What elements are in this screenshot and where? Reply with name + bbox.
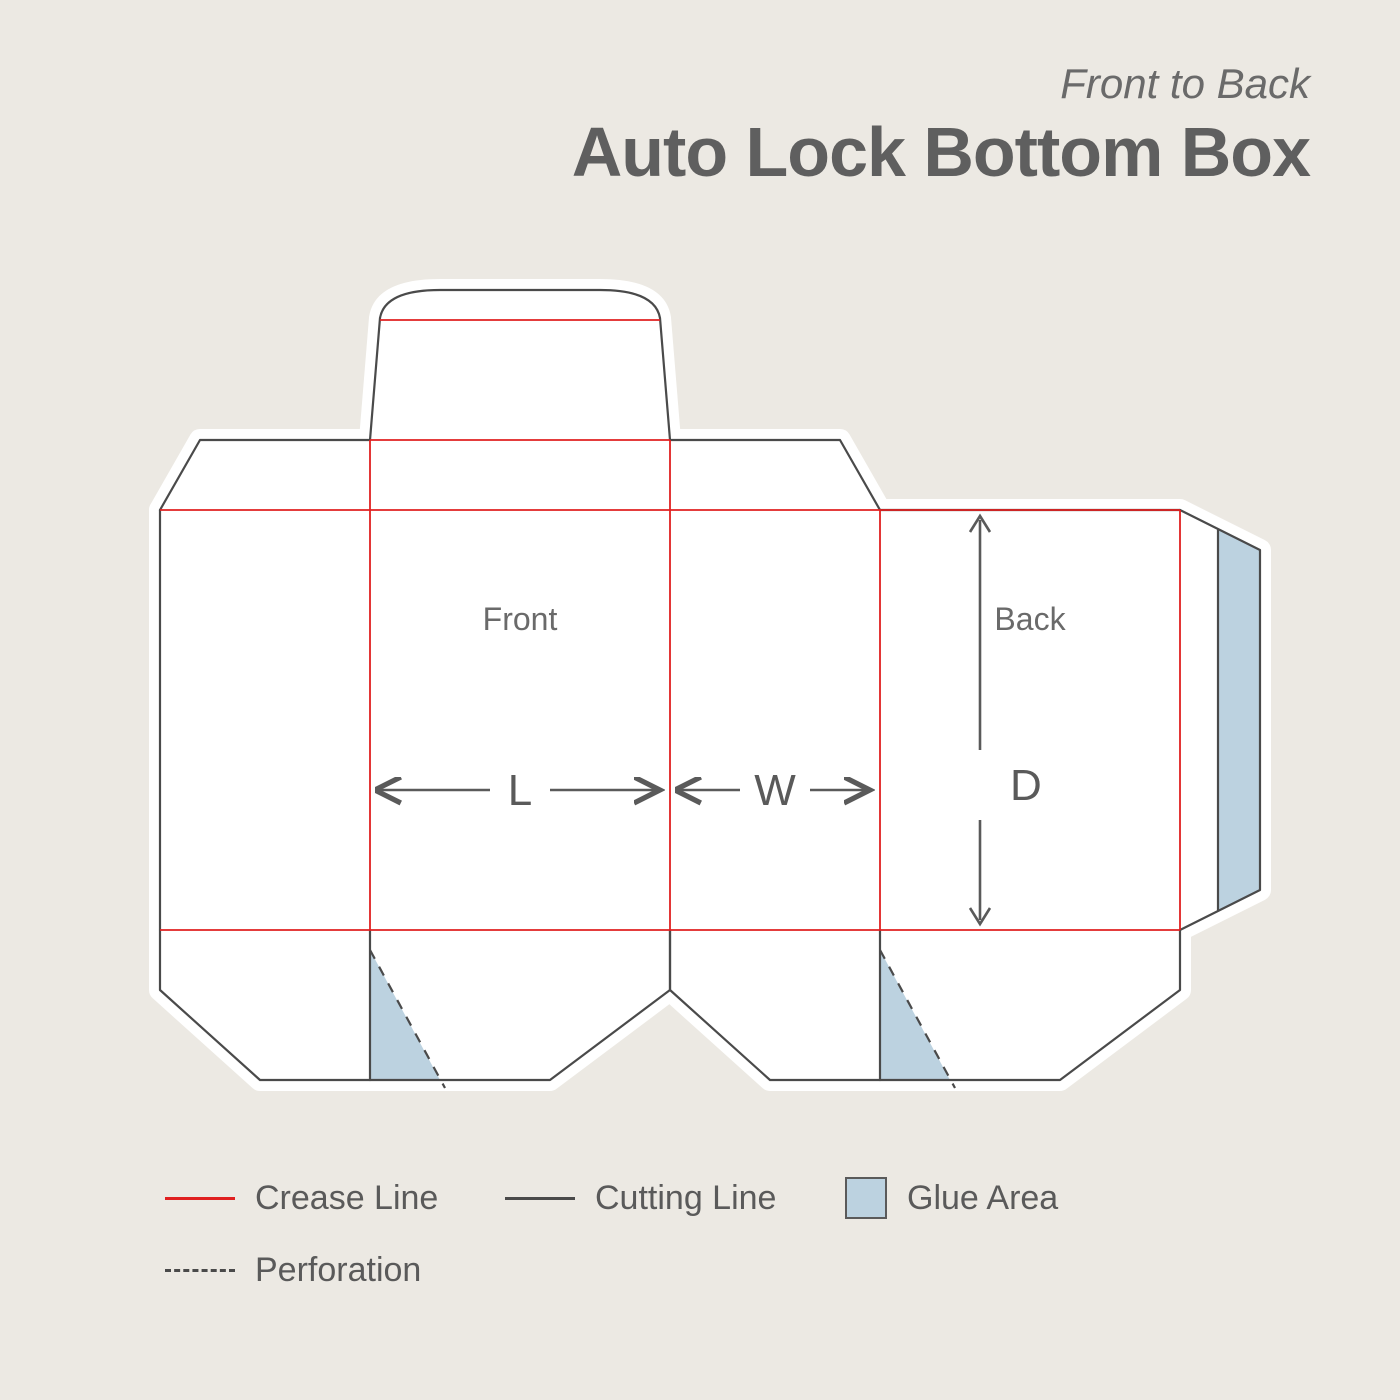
crease-swatch [165, 1197, 235, 1200]
cutting-swatch [505, 1197, 575, 1200]
legend: Crease Line Cutting Line Glue Area Perfo… [165, 1177, 1185, 1290]
legend-crease-label: Crease Line [255, 1179, 438, 1218]
front-panel-label: Front [483, 601, 558, 637]
glue-swatch [845, 1177, 887, 1219]
legend-perforation-label: Perforation [255, 1251, 421, 1290]
legend-cutting-label: Cutting Line [595, 1179, 776, 1218]
dimension-label-L: L [508, 766, 532, 815]
legend-perforation: Perforation [165, 1251, 505, 1290]
dimension-label-W: W [754, 766, 796, 815]
subtitle: Front to Back [572, 60, 1310, 108]
legend-cutting: Cutting Line [505, 1177, 845, 1219]
panel-fills [160, 290, 1260, 1080]
diagram-header: Front to Back Auto Lock Bottom Box [572, 60, 1310, 192]
perforation-swatch [165, 1269, 235, 1272]
title: Auto Lock Bottom Box [572, 112, 1310, 192]
back-panel-label: Back [994, 601, 1066, 637]
dieline-diagram: Front Back L W D [80, 250, 1320, 1130]
legend-glue-label: Glue Area [907, 1179, 1058, 1218]
dimension-label-D: D [1010, 761, 1042, 810]
legend-crease: Crease Line [165, 1177, 505, 1219]
legend-glue: Glue Area [845, 1177, 1185, 1219]
